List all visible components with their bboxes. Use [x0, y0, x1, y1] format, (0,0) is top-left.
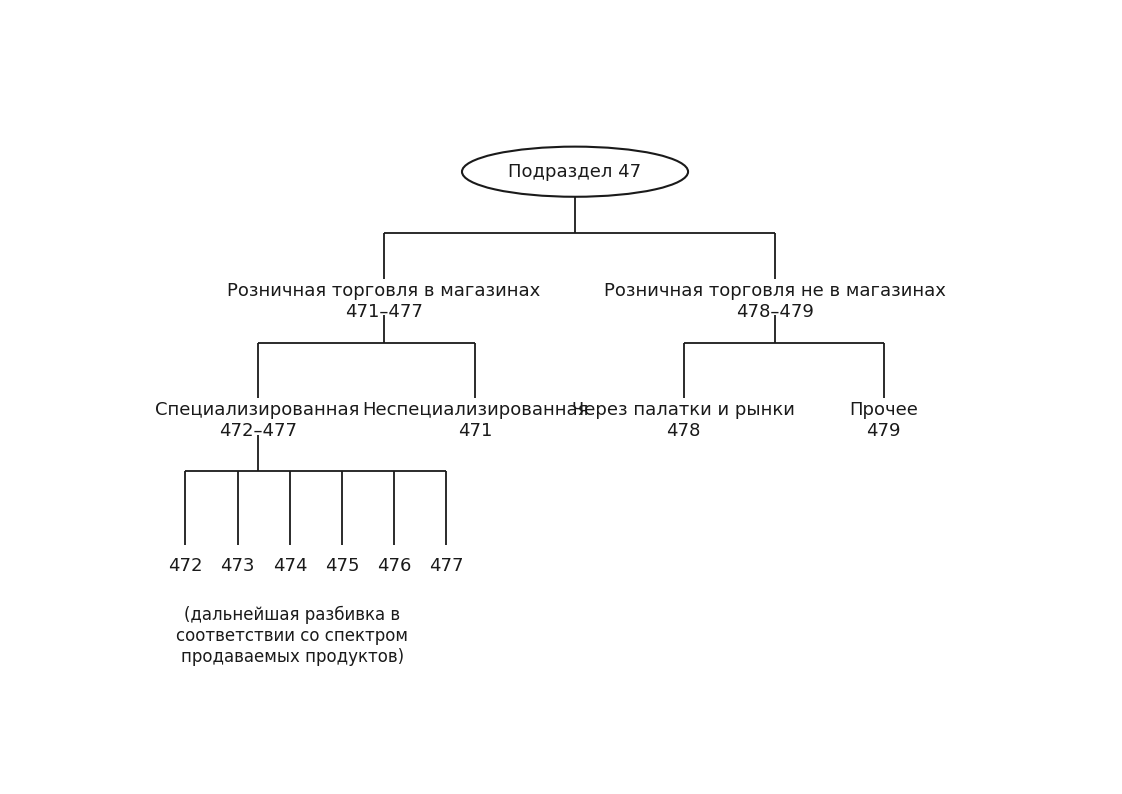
Text: (дальнейшая разбивка в
соответствии со спектром
продаваемых продуктов): (дальнейшая разбивка в соответствии со с…	[176, 606, 408, 665]
Text: 474: 474	[273, 557, 307, 575]
Text: Розничная торговля в магазинах
471–477: Розничная торговля в магазинах 471–477	[227, 282, 541, 321]
Text: Розничная торговля не в магазинах
478–479: Розничная торговля не в магазинах 478–47…	[604, 282, 946, 321]
Text: 476: 476	[377, 557, 412, 575]
Text: Неспециализированная
471: Неспециализированная 471	[361, 401, 588, 440]
Text: 477: 477	[429, 557, 463, 575]
Text: Специализированная
472–477: Специализированная 472–477	[156, 401, 360, 440]
Text: 473: 473	[220, 557, 255, 575]
Text: 472: 472	[168, 557, 203, 575]
Text: Подраздел 47: Подраздел 47	[508, 163, 642, 181]
Text: Через палатки и рынки
478: Через палатки и рынки 478	[572, 401, 795, 440]
Text: Прочее
479: Прочее 479	[849, 401, 918, 440]
Text: 475: 475	[324, 557, 359, 575]
